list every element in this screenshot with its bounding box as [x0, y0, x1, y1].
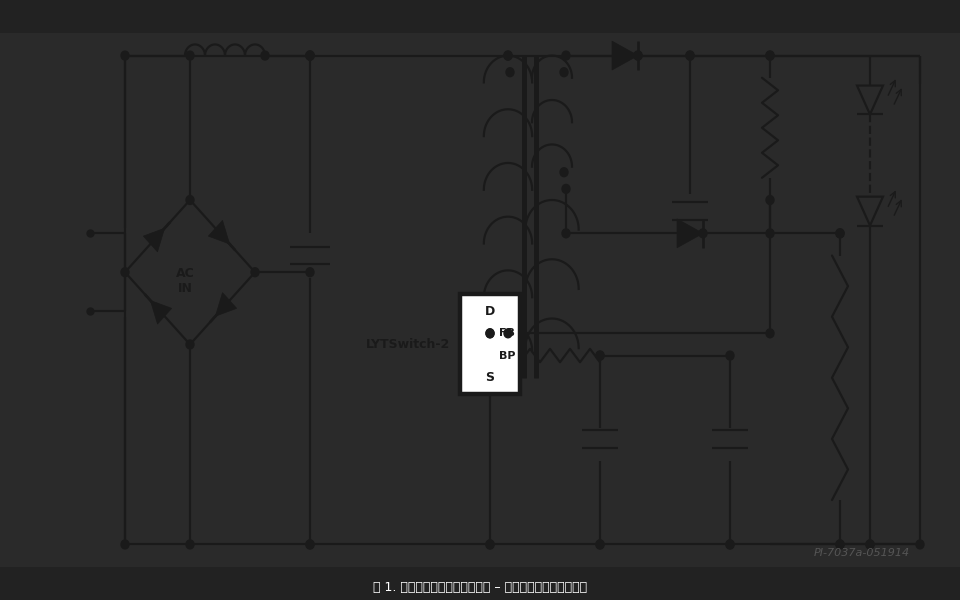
Circle shape	[836, 540, 844, 549]
Circle shape	[186, 540, 194, 549]
Text: BP: BP	[498, 350, 515, 361]
Polygon shape	[677, 219, 703, 248]
Circle shape	[766, 196, 774, 205]
Circle shape	[866, 540, 874, 549]
Polygon shape	[612, 41, 638, 70]
Text: FB: FB	[499, 328, 515, 338]
Polygon shape	[208, 220, 229, 244]
Circle shape	[486, 540, 494, 549]
Text: LYTSwitch-2: LYTSwitch-2	[366, 338, 450, 351]
Circle shape	[562, 229, 570, 238]
Circle shape	[486, 540, 494, 549]
Circle shape	[766, 329, 774, 338]
Circle shape	[504, 51, 512, 60]
Circle shape	[560, 68, 568, 77]
Circle shape	[686, 51, 694, 60]
Circle shape	[261, 51, 269, 60]
Circle shape	[504, 51, 512, 60]
Text: D: D	[485, 305, 495, 317]
Circle shape	[251, 268, 259, 277]
Circle shape	[306, 51, 314, 60]
Circle shape	[726, 351, 734, 360]
Circle shape	[486, 329, 494, 338]
Circle shape	[726, 540, 734, 549]
Circle shape	[916, 540, 924, 549]
Polygon shape	[215, 293, 237, 316]
Circle shape	[836, 229, 844, 238]
Bar	[460, 295, 520, 394]
Circle shape	[836, 229, 844, 238]
Circle shape	[596, 540, 604, 549]
Circle shape	[726, 540, 734, 549]
Circle shape	[121, 540, 129, 549]
Circle shape	[686, 51, 694, 60]
Circle shape	[121, 268, 129, 277]
Bar	[0, 566, 960, 600]
Circle shape	[504, 329, 512, 338]
Circle shape	[186, 340, 194, 349]
Circle shape	[306, 540, 314, 549]
Text: PI-7037a-051914: PI-7037a-051914	[814, 548, 910, 558]
Circle shape	[596, 351, 604, 360]
Circle shape	[506, 68, 514, 77]
Circle shape	[699, 229, 707, 238]
Polygon shape	[143, 228, 164, 252]
Circle shape	[836, 540, 844, 549]
Circle shape	[560, 168, 568, 176]
Circle shape	[766, 51, 774, 60]
Circle shape	[596, 540, 604, 549]
Text: 図 1. 代表的なフライバック回路 – 簡素化されていない回路: 図 1. 代表的なフライバック回路 – 簡素化されていない回路	[372, 581, 588, 594]
Circle shape	[562, 184, 570, 193]
Circle shape	[686, 229, 694, 238]
Circle shape	[562, 51, 570, 60]
Circle shape	[686, 229, 694, 238]
Circle shape	[766, 51, 774, 60]
Circle shape	[866, 540, 874, 549]
Circle shape	[186, 196, 194, 205]
Circle shape	[766, 229, 774, 238]
Circle shape	[306, 51, 314, 60]
Circle shape	[306, 268, 314, 277]
Circle shape	[186, 51, 194, 60]
Text: AC
IN: AC IN	[176, 267, 194, 295]
Polygon shape	[151, 301, 172, 324]
Circle shape	[634, 51, 642, 60]
Circle shape	[634, 51, 642, 60]
Circle shape	[121, 51, 129, 60]
Text: S: S	[486, 371, 494, 384]
Circle shape	[306, 540, 314, 549]
Circle shape	[596, 351, 604, 360]
Circle shape	[486, 329, 494, 338]
Bar	[0, 0, 960, 34]
Circle shape	[306, 51, 314, 60]
